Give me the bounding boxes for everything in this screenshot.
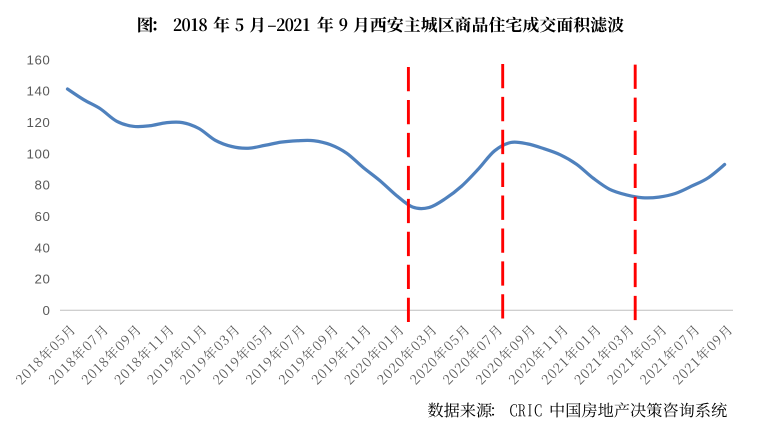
svg-text:100: 100 (27, 146, 51, 161)
svg-text:60: 60 (35, 209, 51, 224)
svg-text:0: 0 (42, 303, 50, 318)
svg-text:40: 40 (35, 240, 51, 255)
svg-text:20: 20 (35, 272, 51, 287)
svg-text:140: 140 (27, 84, 51, 99)
svg-text:120: 120 (27, 115, 51, 130)
svg-text:160: 160 (27, 52, 51, 67)
svg-text:80: 80 (35, 178, 51, 193)
